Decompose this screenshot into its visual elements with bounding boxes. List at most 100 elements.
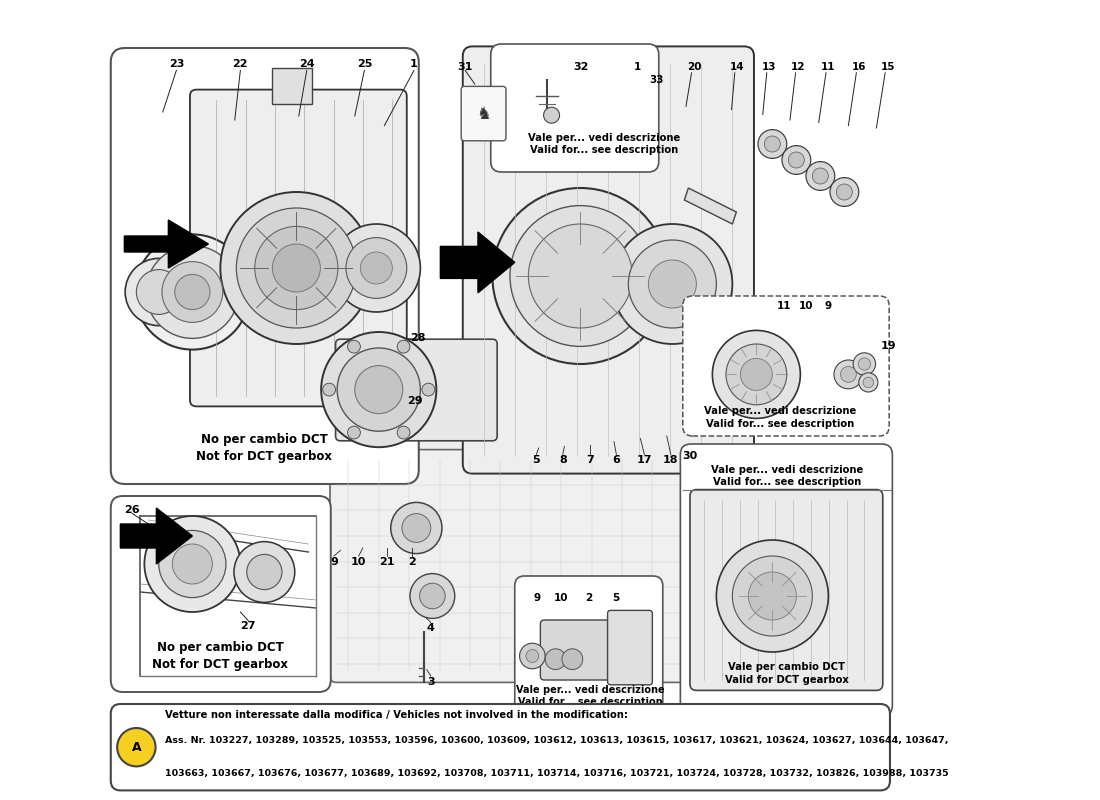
Circle shape — [397, 426, 410, 439]
Text: 10: 10 — [554, 594, 569, 603]
Text: 11: 11 — [821, 62, 836, 72]
Circle shape — [273, 244, 320, 292]
FancyBboxPatch shape — [681, 444, 892, 716]
Text: 8: 8 — [559, 455, 566, 465]
Text: 6: 6 — [613, 455, 620, 465]
Text: 27: 27 — [241, 621, 256, 630]
Circle shape — [402, 514, 431, 542]
Text: 20: 20 — [686, 62, 701, 72]
Circle shape — [782, 146, 811, 174]
Circle shape — [789, 152, 804, 168]
Polygon shape — [124, 220, 208, 268]
Text: 1: 1 — [410, 59, 418, 69]
Text: 22: 22 — [232, 59, 249, 69]
FancyBboxPatch shape — [111, 496, 331, 692]
Circle shape — [361, 252, 393, 284]
FancyBboxPatch shape — [540, 620, 614, 680]
Circle shape — [628, 240, 716, 328]
Circle shape — [346, 238, 407, 298]
Circle shape — [175, 274, 210, 310]
Text: 29: 29 — [407, 396, 422, 406]
FancyBboxPatch shape — [515, 576, 663, 716]
Circle shape — [146, 246, 239, 338]
Polygon shape — [440, 232, 515, 293]
Circle shape — [321, 332, 437, 447]
Text: Vale per... vedi descrizione
Valid for... see description: Vale per... vedi descrizione Valid for..… — [711, 465, 862, 487]
FancyBboxPatch shape — [375, 439, 713, 565]
Circle shape — [125, 258, 192, 326]
Circle shape — [519, 643, 546, 669]
FancyBboxPatch shape — [111, 704, 890, 790]
Text: 12: 12 — [791, 62, 805, 72]
Text: Vale per... vedi descrizione
Valid for... see description: Vale per... vedi descrizione Valid for..… — [704, 406, 857, 429]
Text: 13: 13 — [762, 62, 777, 72]
Circle shape — [246, 554, 282, 590]
Circle shape — [332, 224, 420, 312]
Text: 16: 16 — [851, 62, 866, 72]
Circle shape — [562, 649, 583, 670]
FancyBboxPatch shape — [491, 44, 659, 172]
Text: 23: 23 — [168, 59, 184, 69]
Circle shape — [726, 344, 786, 405]
Text: 31: 31 — [458, 62, 473, 72]
Text: 2: 2 — [408, 557, 416, 566]
Bar — [273, 68, 312, 104]
Circle shape — [118, 728, 155, 766]
Text: Vale per... vedi descrizione
Valid for... see description: Vale per... vedi descrizione Valid for..… — [517, 685, 666, 707]
Circle shape — [526, 650, 539, 662]
Text: Ass. Nr. 103227, 103289, 103525, 103553, 103596, 103600, 103609, 103612, 103613,: Ass. Nr. 103227, 103289, 103525, 103553,… — [165, 736, 948, 745]
Circle shape — [840, 366, 856, 382]
Text: 2: 2 — [585, 594, 592, 603]
Text: 18: 18 — [663, 455, 679, 465]
Circle shape — [648, 260, 696, 308]
Circle shape — [162, 262, 223, 322]
Text: 19: 19 — [881, 342, 896, 351]
Text: 9: 9 — [825, 301, 832, 310]
Text: 3: 3 — [427, 677, 434, 686]
Text: 5: 5 — [612, 594, 619, 603]
Text: Vetture non interessate dalla modifica / Vehicles not involved in the modificati: Vetture non interessate dalla modifica /… — [165, 710, 628, 720]
Circle shape — [236, 208, 356, 328]
Circle shape — [348, 340, 361, 353]
Circle shape — [528, 224, 632, 328]
Circle shape — [322, 383, 335, 396]
Circle shape — [355, 366, 403, 414]
Text: A: A — [132, 741, 141, 754]
Circle shape — [613, 224, 733, 344]
Text: 10: 10 — [799, 301, 813, 310]
Text: 26: 26 — [124, 505, 140, 514]
Circle shape — [135, 234, 250, 350]
Text: No per cambio DCT
Not for DCT gearbox: No per cambio DCT Not for DCT gearbox — [197, 434, 332, 462]
Circle shape — [854, 353, 876, 375]
Circle shape — [493, 188, 669, 364]
FancyBboxPatch shape — [683, 296, 889, 436]
Circle shape — [419, 583, 446, 609]
FancyBboxPatch shape — [607, 610, 652, 685]
Text: 21: 21 — [379, 557, 395, 566]
Circle shape — [806, 162, 835, 190]
Circle shape — [830, 178, 859, 206]
Circle shape — [813, 168, 828, 184]
Circle shape — [220, 192, 373, 344]
Text: ♞: ♞ — [476, 105, 491, 122]
Circle shape — [864, 377, 873, 388]
FancyBboxPatch shape — [336, 339, 497, 441]
Circle shape — [733, 556, 813, 636]
Circle shape — [758, 130, 786, 158]
FancyBboxPatch shape — [690, 490, 883, 690]
Circle shape — [390, 502, 442, 554]
Text: 103663, 103667, 103676, 103677, 103689, 103692, 103708, 103711, 103714, 103716, : 103663, 103667, 103676, 103677, 103689, … — [165, 769, 949, 778]
Text: 33: 33 — [649, 75, 663, 85]
Circle shape — [510, 206, 651, 346]
Text: Vale per... vedi descrizione
Valid for... see description: Vale per... vedi descrizione Valid for..… — [528, 133, 681, 155]
Circle shape — [397, 340, 410, 353]
Circle shape — [422, 383, 435, 396]
Text: 11: 11 — [777, 301, 791, 310]
Text: 17: 17 — [637, 455, 652, 465]
Text: 32: 32 — [573, 62, 588, 72]
Polygon shape — [120, 508, 192, 564]
Text: 30: 30 — [682, 451, 697, 461]
Circle shape — [748, 572, 796, 620]
Text: 10: 10 — [351, 557, 366, 566]
Circle shape — [713, 330, 801, 418]
